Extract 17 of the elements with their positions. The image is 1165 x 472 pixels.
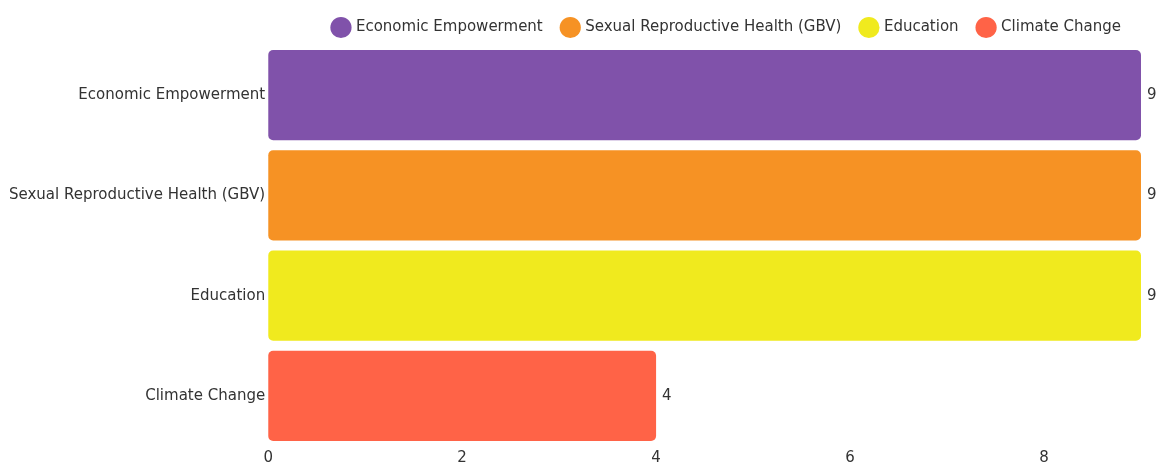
legend-label: Climate Change — [1001, 17, 1121, 36]
data-label: 4 — [662, 385, 672, 404]
x-tick-label: 8 — [1039, 447, 1049, 466]
x-tick-label: 0 — [263, 447, 273, 466]
x-tick-label: 6 — [845, 447, 855, 466]
legend-label: Sexual Reproductive Health (GBV) — [585, 17, 842, 36]
data-label: 9 — [1147, 85, 1157, 104]
y-tick-label: Economic Empowerment — [78, 85, 266, 104]
data-label: 9 — [1147, 185, 1157, 204]
x-tick-label: 2 — [457, 447, 467, 466]
y-tick-label: Education — [190, 285, 266, 304]
y-tick-label: Sexual Reproductive Health (GBV) — [8, 185, 266, 204]
x-tick-label: 4 — [651, 447, 661, 466]
legend-label: Economic Empowerment — [355, 17, 543, 36]
y-tick-label: Climate Change — [145, 385, 266, 404]
data-label: 9 — [1147, 285, 1157, 304]
legend-label: Education — [883, 17, 959, 36]
